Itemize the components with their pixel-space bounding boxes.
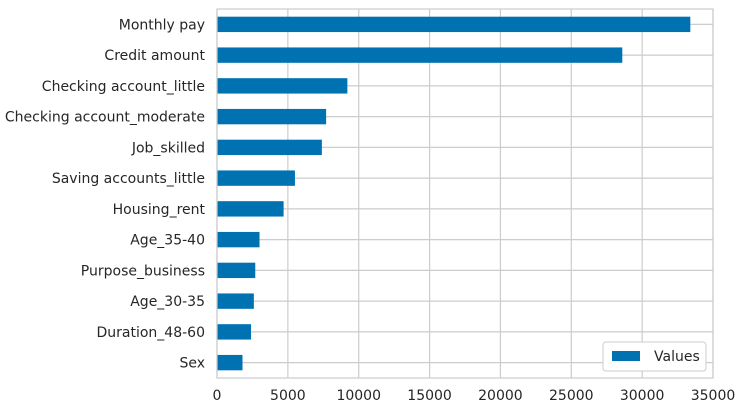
plot-frame <box>216 8 714 379</box>
bar <box>217 139 322 156</box>
bars <box>217 16 691 371</box>
legend-label: Values <box>654 349 700 365</box>
x-tick-label: 5000 <box>270 388 306 404</box>
bar <box>217 293 254 309</box>
legend: Values <box>602 341 707 372</box>
x-tick-label: 20000 <box>478 388 523 404</box>
category-label: Monthly pay <box>119 17 205 33</box>
category-label: Age_35-40 <box>130 233 205 249</box>
category-label: Checking account_little <box>42 79 205 95</box>
category-label: Sex <box>179 356 205 372</box>
grid <box>216 9 714 378</box>
bar <box>217 262 256 279</box>
category-label: Age_30-35 <box>130 294 205 310</box>
bar <box>217 170 295 186</box>
bar <box>217 324 252 340</box>
x-tick-label: 0 <box>213 388 222 404</box>
x-tick-label: 10000 <box>336 388 381 404</box>
bar <box>217 201 284 217</box>
x-tick-label: 35000 <box>691 388 736 404</box>
legend-swatch <box>612 351 640 361</box>
category-label: Purpose_business <box>81 263 205 279</box>
bar <box>217 354 243 371</box>
category-label: Housing_rent <box>113 202 206 218</box>
x-tick-labels: 0 5000 10000 15000 20000 25000 30000 35000 <box>213 388 736 404</box>
x-tick-label: 25000 <box>549 388 594 404</box>
category-label: Credit amount <box>104 48 205 64</box>
x-tick-label: 15000 <box>407 388 452 404</box>
category-label: Checking account_moderate <box>5 110 205 126</box>
category-label: Saving accounts_little <box>52 171 205 187</box>
bar <box>217 16 691 33</box>
legend-box <box>602 341 707 372</box>
bar <box>217 78 348 94</box>
category-label: Job_skilled <box>131 140 205 156</box>
x-tick-label: 30000 <box>620 388 665 404</box>
bar <box>217 108 327 125</box>
bar <box>217 47 623 63</box>
category-labels: Monthly pay Credit amount Checking account… <box>5 17 206 371</box>
category-label: Duration_48-60 <box>97 325 206 341</box>
bar <box>217 231 260 248</box>
